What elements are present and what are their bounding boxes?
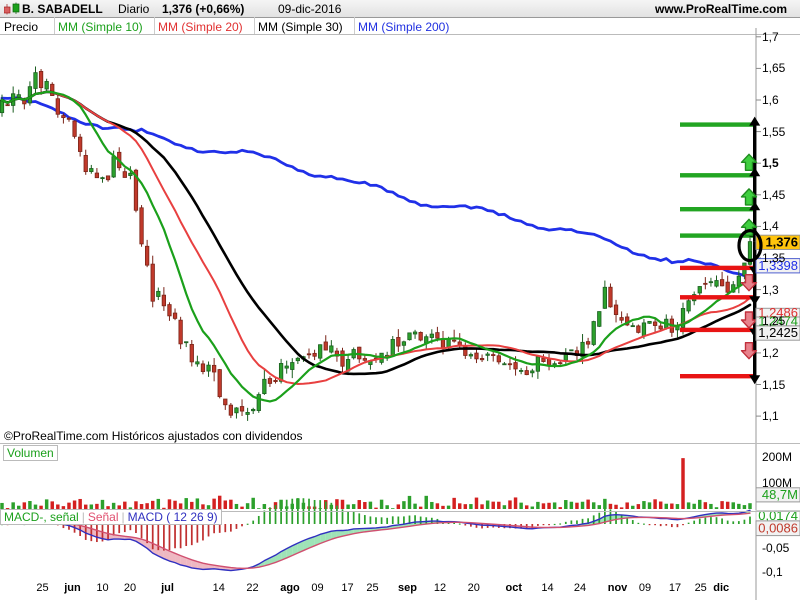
svg-text:0,0086: 0,0086 [758,521,798,536]
svg-text:1,376: 1,376 [765,235,798,250]
